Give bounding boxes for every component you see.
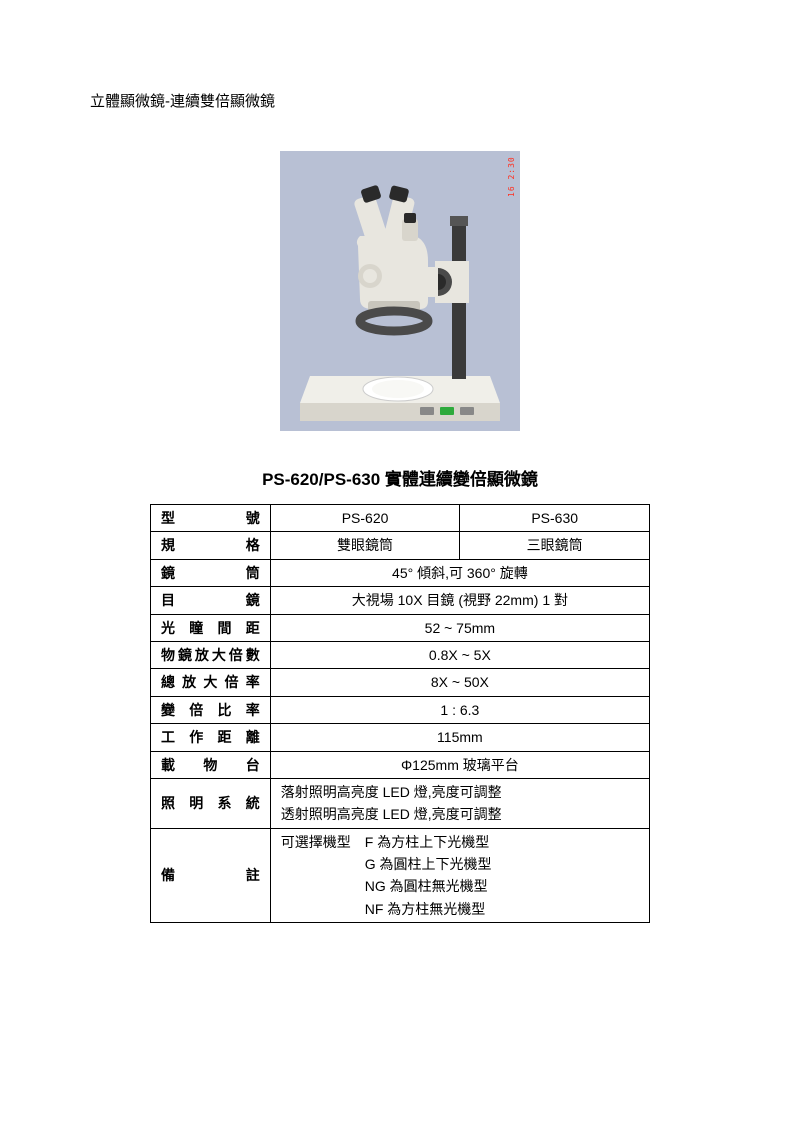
spec-value: PS-630	[460, 505, 650, 532]
spec-value: 45° 傾斜,可 360° 旋轉	[270, 559, 649, 586]
spec-value: 1 : 6.3	[270, 696, 649, 723]
table-row: 目鏡大視場 10X 目鏡 (視野 22mm) 1 對	[151, 587, 650, 614]
table-row: 照明系統落射照明高亮度 LED 燈,亮度可調整透射照明高亮度 LED 燈,亮度可…	[151, 778, 650, 828]
table-row: 變倍比率1 : 6.3	[151, 696, 650, 723]
spec-label: 總放大倍率	[151, 669, 271, 696]
microscope-image: 16 2:30 AM	[280, 151, 520, 431]
spec-value: 8X ~ 50X	[270, 669, 649, 696]
spec-value: 雙眼鏡筒	[270, 532, 460, 559]
table-row: 型號PS-620PS-630	[151, 505, 650, 532]
spec-value: 0.8X ~ 5X	[270, 641, 649, 668]
spec-label: 光瞳間距	[151, 614, 271, 641]
product-image-container: 16 2:30 AM	[90, 151, 710, 435]
table-row: 備註可選擇機型 F 為方柱上下光機型 G 為圓柱上下光機型 NG 為圓柱無光機型…	[151, 828, 650, 923]
spec-label: 工作距離	[151, 724, 271, 751]
spec-label: 規格	[151, 532, 271, 559]
table-row: 載物台Φ125mm 玻璃平台	[151, 751, 650, 778]
spec-label: 載物台	[151, 751, 271, 778]
table-row: 規格雙眼鏡筒三眼鏡筒	[151, 532, 650, 559]
spec-label: 照明系統	[151, 778, 271, 828]
spec-label: 備註	[151, 828, 271, 923]
spec-label: 目鏡	[151, 587, 271, 614]
svg-text:16 2:30 AM: 16 2:30 AM	[507, 151, 516, 197]
spec-value: 三眼鏡筒	[460, 532, 650, 559]
spec-label: 物鏡放大倍數	[151, 641, 271, 668]
spec-value: 大視場 10X 目鏡 (視野 22mm) 1 對	[270, 587, 649, 614]
spec-value: Φ125mm 玻璃平台	[270, 751, 649, 778]
spec-value: PS-620	[270, 505, 460, 532]
table-row: 鏡筒45° 傾斜,可 360° 旋轉	[151, 559, 650, 586]
spec-label: 鏡筒	[151, 559, 271, 586]
spec-value: 52 ~ 75mm	[270, 614, 649, 641]
spec-label: 變倍比率	[151, 696, 271, 723]
spec-value: 115mm	[270, 724, 649, 751]
spec-value: 落射照明高亮度 LED 燈,亮度可調整透射照明高亮度 LED 燈,亮度可調整	[270, 778, 649, 828]
table-row: 光瞳間距52 ~ 75mm	[151, 614, 650, 641]
spec-value: 可選擇機型 F 為方柱上下光機型 G 為圓柱上下光機型 NG 為圓柱無光機型 N…	[270, 828, 649, 923]
spec-label: 型號	[151, 505, 271, 532]
product-title: PS-620/PS-630 實體連續變倍顯微鏡	[90, 465, 710, 490]
spec-table: 型號PS-620PS-630規格雙眼鏡筒三眼鏡筒鏡筒45° 傾斜,可 360° …	[150, 504, 650, 923]
table-row: 總放大倍率8X ~ 50X	[151, 669, 650, 696]
table-row: 工作距離115mm	[151, 724, 650, 751]
breadcrumb: 立體顯微鏡-連續雙倍顯微鏡	[90, 90, 710, 111]
table-row: 物鏡放大倍數0.8X ~ 5X	[151, 641, 650, 668]
